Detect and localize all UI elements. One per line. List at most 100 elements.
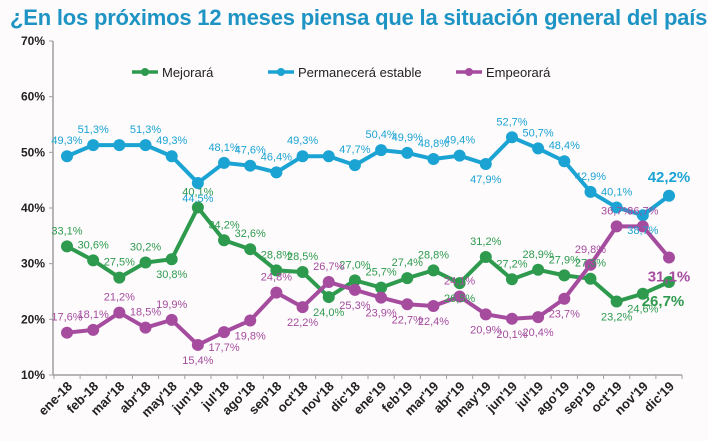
data-label: 51,3% xyxy=(130,124,161,136)
data-label: 15,4% xyxy=(182,355,213,367)
data-label: 20,9% xyxy=(470,324,501,336)
data-point xyxy=(87,139,100,152)
data-point xyxy=(479,308,492,321)
data-point xyxy=(244,314,257,327)
data-label: 28,5% xyxy=(287,251,318,263)
data-point xyxy=(348,159,361,172)
data-label: 49,9% xyxy=(392,132,423,144)
data-point xyxy=(663,251,675,264)
legend-marker xyxy=(277,68,285,76)
legend-label: Mejorará xyxy=(162,65,214,80)
data-label: 18,5% xyxy=(130,307,161,319)
data-point xyxy=(375,291,388,304)
data-label: 44,5% xyxy=(182,193,213,205)
data-label: 38,7% xyxy=(627,225,658,237)
data-point xyxy=(532,142,545,155)
data-label: 23,2% xyxy=(601,312,632,324)
axes: 10%20%30%40%50%60%70%ene-18feb-18mar'18a… xyxy=(21,34,683,420)
data-label: 20,4% xyxy=(523,327,554,339)
data-point xyxy=(244,243,257,256)
data-point xyxy=(61,240,73,253)
data-point xyxy=(558,269,571,282)
data-label: 24,1% xyxy=(444,276,475,288)
data-point xyxy=(191,201,204,214)
data-label: 42,9% xyxy=(575,171,606,183)
data-point xyxy=(663,189,675,202)
data-point xyxy=(61,326,73,339)
data-label: 24,0% xyxy=(313,307,344,319)
data-point xyxy=(453,149,466,162)
data-label: 24,6% xyxy=(627,304,658,316)
data-label: 26,7% xyxy=(642,293,685,310)
data-point xyxy=(401,146,414,159)
data-point xyxy=(636,209,649,222)
data-point xyxy=(427,299,440,312)
data-point xyxy=(87,323,100,336)
data-label: 36,7% xyxy=(627,205,658,217)
y-tick-label: 60% xyxy=(21,90,45,104)
data-label: 40,1% xyxy=(182,186,213,198)
y-tick-label: 20% xyxy=(21,312,45,326)
data-label: 28,9% xyxy=(523,249,554,261)
data-point xyxy=(636,220,649,233)
data-point xyxy=(139,139,152,152)
data-point xyxy=(296,301,309,314)
data-point xyxy=(584,185,597,198)
data-point xyxy=(453,277,466,290)
data-label: 19,9% xyxy=(156,299,187,311)
x-tick-label: dic'19 xyxy=(641,379,677,415)
data-point xyxy=(558,292,571,305)
data-label: 19,8% xyxy=(235,330,266,342)
data-label: 28,8% xyxy=(418,249,449,261)
data-point xyxy=(191,176,204,189)
data-label: 47,9% xyxy=(470,174,501,186)
y-tick-label: 40% xyxy=(21,201,45,215)
data-label: 21,2% xyxy=(104,292,135,304)
data-point xyxy=(610,220,623,233)
data-point xyxy=(218,156,231,169)
data-label: 52,7% xyxy=(496,116,527,128)
data-label: 17,7% xyxy=(208,342,239,354)
data-label: 48,4% xyxy=(549,140,580,152)
data-point xyxy=(165,253,178,266)
data-label: 31,1% xyxy=(648,269,691,286)
data-label: 18,1% xyxy=(78,309,109,321)
data-label: 48,8% xyxy=(418,138,449,150)
data-label: 49,4% xyxy=(444,135,475,147)
data-label: 42,2% xyxy=(648,169,691,186)
data-label: 20,1% xyxy=(496,329,527,341)
data-point xyxy=(427,153,440,166)
data-label: 32,6% xyxy=(235,228,266,240)
data-label: 51,3% xyxy=(78,124,109,136)
data-label: 48,1% xyxy=(208,142,239,154)
data-label: 23,7% xyxy=(549,309,580,321)
legend-marker xyxy=(465,68,473,76)
legend-label: Permanecerá estable xyxy=(298,65,422,80)
data-point xyxy=(322,150,335,163)
y-tick-label: 70% xyxy=(21,34,45,48)
data-point xyxy=(191,338,204,351)
data-label: 40,1% xyxy=(601,186,632,198)
data-point xyxy=(322,276,335,289)
data-point xyxy=(113,306,126,319)
data-point xyxy=(532,263,545,276)
data-point xyxy=(322,291,335,304)
data-point xyxy=(218,234,231,247)
data-label: 49,3% xyxy=(156,135,187,147)
data-label: 49,3% xyxy=(287,135,318,147)
legend: Mejorará Permanecerá estable Empeorará xyxy=(132,65,551,80)
data-label: 26,7% xyxy=(313,261,344,273)
data-point xyxy=(61,150,73,163)
data-label: 27,5% xyxy=(104,257,135,269)
legend-marker xyxy=(141,68,149,76)
data-label: 30,2% xyxy=(130,242,161,254)
data-label: 23,9% xyxy=(365,308,396,320)
data-label: 31,2% xyxy=(470,236,501,248)
data-label: 30,8% xyxy=(156,269,187,281)
data-label: 30,6% xyxy=(78,239,109,251)
data-point xyxy=(165,313,178,326)
data-point xyxy=(505,273,518,286)
data-label: 22,7% xyxy=(392,314,423,326)
data-label: 34,2% xyxy=(208,219,239,231)
data-point xyxy=(453,290,466,303)
